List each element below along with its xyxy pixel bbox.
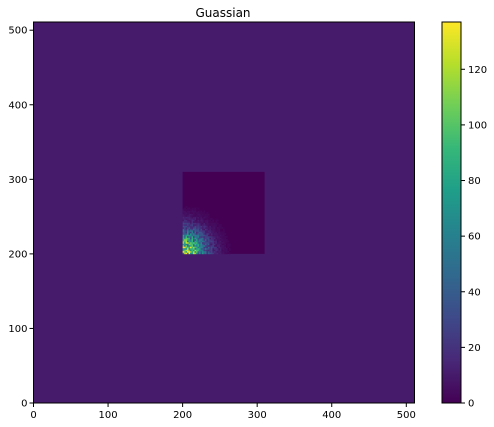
y-tick-label: 500 [8, 26, 27, 37]
colorbar-tick-label: 0 [468, 399, 474, 410]
heatmap-region [183, 172, 265, 254]
colorbar: 0 20 40 60 80 100 120 [442, 22, 487, 410]
x-tick-label: 300 [248, 410, 267, 421]
colorbar-gradient [442, 22, 461, 403]
heatmap-cell [229, 243, 231, 245]
y-axis: 0 100 200 300 400 500 [8, 26, 33, 410]
colorbar-tick-label: 100 [468, 120, 487, 131]
heatmap-cell [229, 252, 231, 254]
heatmap-cell [212, 220, 214, 222]
x-tick-label: 400 [322, 410, 341, 421]
y-tick-label: 300 [8, 175, 27, 186]
heatmap-cell [208, 214, 210, 216]
x-tick-label: 100 [99, 410, 118, 421]
colorbar-tick-label: 60 [468, 232, 481, 243]
heatmap-cell [203, 211, 205, 213]
colorbar-ticks: 0 20 40 60 80 100 120 [461, 65, 487, 410]
y-tick-label: 100 [8, 324, 27, 335]
x-tick-label: 500 [397, 410, 416, 421]
x-tick-label: 0 [30, 410, 36, 421]
colorbar-tick-label: 40 [468, 287, 481, 298]
colorbar-tick-label: 120 [468, 65, 487, 76]
x-axis: 0 100 200 300 400 500 [30, 403, 416, 421]
heatmap-cell [223, 229, 225, 231]
heatmap-cell [224, 233, 226, 235]
y-tick-label: 0 [21, 399, 27, 410]
x-tick-label: 200 [173, 410, 192, 421]
chart-title: Guassian [195, 6, 250, 20]
heatmap-cell [220, 224, 222, 226]
heatmap-cell [217, 220, 219, 222]
plot-area [34, 22, 415, 403]
y-tick-label: 200 [8, 249, 27, 260]
heatmap-cell [229, 248, 231, 250]
heatmap-cell [227, 240, 229, 242]
heatmap-cell [198, 208, 200, 210]
colorbar-tick-label: 80 [468, 176, 481, 187]
colorbar-tick-label: 20 [468, 343, 481, 354]
heatmap-cell [226, 236, 228, 238]
heatmap-cell [195, 208, 197, 210]
y-tick-label: 400 [8, 100, 27, 111]
